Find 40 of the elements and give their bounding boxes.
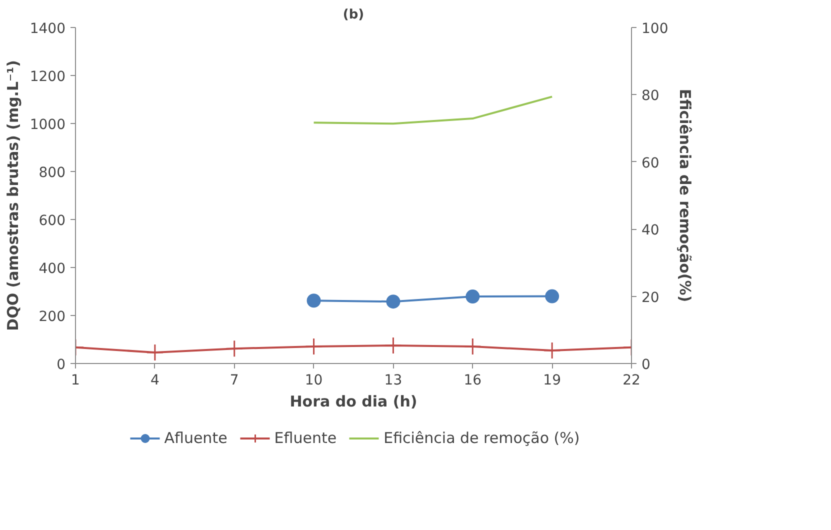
legend-label: Eficiência de remoção (%) xyxy=(384,429,580,447)
point xyxy=(464,338,482,356)
y-tick-label: 0 xyxy=(56,357,66,373)
y-tick-label: 1000 xyxy=(30,117,66,133)
y2-tick-label: 40 xyxy=(642,222,660,239)
chart-title: (b) xyxy=(342,8,364,22)
x-tick-label: 22 xyxy=(622,372,640,388)
legend-label: Afluente xyxy=(164,429,228,447)
line-series xyxy=(312,96,554,125)
y2-tick-label: 80 xyxy=(642,88,660,104)
y-tick-label: 1400 xyxy=(30,21,66,37)
point xyxy=(386,294,400,309)
y2-tick-label: 100 xyxy=(642,21,668,37)
x-tick-label: 16 xyxy=(464,372,482,388)
x-tick-label: 4 xyxy=(150,372,160,388)
y-tick-label: 1200 xyxy=(30,69,66,85)
point xyxy=(466,290,480,304)
point xyxy=(306,294,321,308)
y2-axis-title: Eficiência de remoção(%) xyxy=(676,88,694,302)
point xyxy=(384,336,402,354)
y2-tick-label: 0 xyxy=(642,357,650,373)
y-tick-label: 200 xyxy=(38,309,66,325)
x-tick-label: 19 xyxy=(543,372,561,388)
y2-tick-label: 60 xyxy=(642,155,660,172)
point xyxy=(226,340,244,358)
y-tick-label: 400 xyxy=(38,261,66,277)
y-tick-label: 800 xyxy=(38,165,66,181)
x-tick-label: 10 xyxy=(304,372,323,388)
y2-tick-label: 20 xyxy=(642,290,660,306)
point xyxy=(545,289,560,304)
y-axis-title: DQO (amostras brutas) (mg.L⁻¹) xyxy=(4,60,22,331)
point xyxy=(146,344,164,362)
point xyxy=(543,342,561,360)
x-tick-label: 1 xyxy=(71,372,80,388)
point xyxy=(305,338,323,356)
legend-label: Efluente xyxy=(274,429,337,447)
x-tick-label: 13 xyxy=(384,372,402,388)
x-axis-title: Hora do dia (h) xyxy=(290,392,418,410)
y-tick-label: 600 xyxy=(38,213,66,229)
x-tick-label: 7 xyxy=(230,372,239,388)
